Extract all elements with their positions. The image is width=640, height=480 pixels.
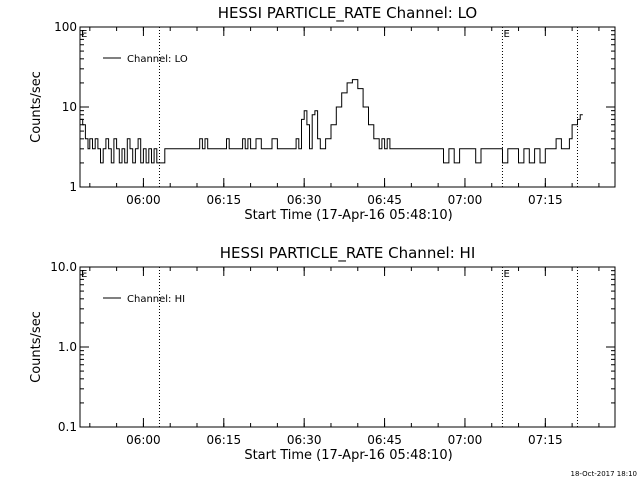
x-tick-label: 07:00: [448, 433, 483, 447]
x-tick-label: 07:00: [448, 193, 483, 207]
x-tick-label: 06:00: [126, 433, 161, 447]
panel-lo: HESSI PARTICLE_RATE Channel: LO 1 10 100 06:…: [29, 4, 616, 223]
x-tick-label: 06:45: [367, 193, 402, 207]
x-axis-label: Start Time (17-Apr-16 05:48:10): [244, 448, 452, 463]
x-tick-label: 06:15: [207, 193, 242, 207]
x-tick-label: 06:00: [126, 193, 161, 207]
legend-entry: Channel: LO: [127, 54, 188, 65]
y-tick-label: 1.0: [58, 340, 77, 354]
y-tick-label: 100: [54, 20, 77, 34]
y-axis-label: Counts/sec: [29, 71, 44, 143]
legend-entry: Channel: HI: [127, 294, 185, 305]
y-tick-label: 0.1: [58, 420, 77, 434]
x-axis-label: Start Time (17-Apr-16 05:48:10): [244, 208, 452, 223]
series-line-0: [80, 79, 583, 164]
y-tick-label: 10.0: [50, 260, 77, 274]
x-tick-label: 06:15: [207, 433, 242, 447]
plot-frame: [79, 266, 616, 428]
event-marker: E: [81, 29, 87, 40]
chart-title: HESSI PARTICLE_RATE Channel: HI: [220, 244, 476, 263]
x-tick-label: 06:45: [367, 433, 402, 447]
event-marker: E: [503, 29, 509, 40]
event-marker: E: [81, 269, 87, 280]
y-tick-label: 10: [62, 100, 77, 114]
x-tick-label: 07:15: [528, 433, 563, 447]
x-tick-label: 07:15: [528, 193, 563, 207]
y-axis-label: Counts/sec: [29, 311, 44, 383]
event-marker: E: [503, 269, 509, 280]
footer-timestamp: 18-Oct-2017 18:10: [571, 470, 637, 478]
chart-title: HESSI PARTICLE_RATE Channel: LO: [218, 4, 477, 23]
panel-hi: HESSI PARTICLE_RATE Channel: HI 0.1 1.0 10.…: [29, 244, 616, 463]
y-tick-label: 1: [69, 180, 77, 194]
x-tick-label: 06:30: [287, 433, 322, 447]
x-tick-label: 06:30: [287, 193, 322, 207]
